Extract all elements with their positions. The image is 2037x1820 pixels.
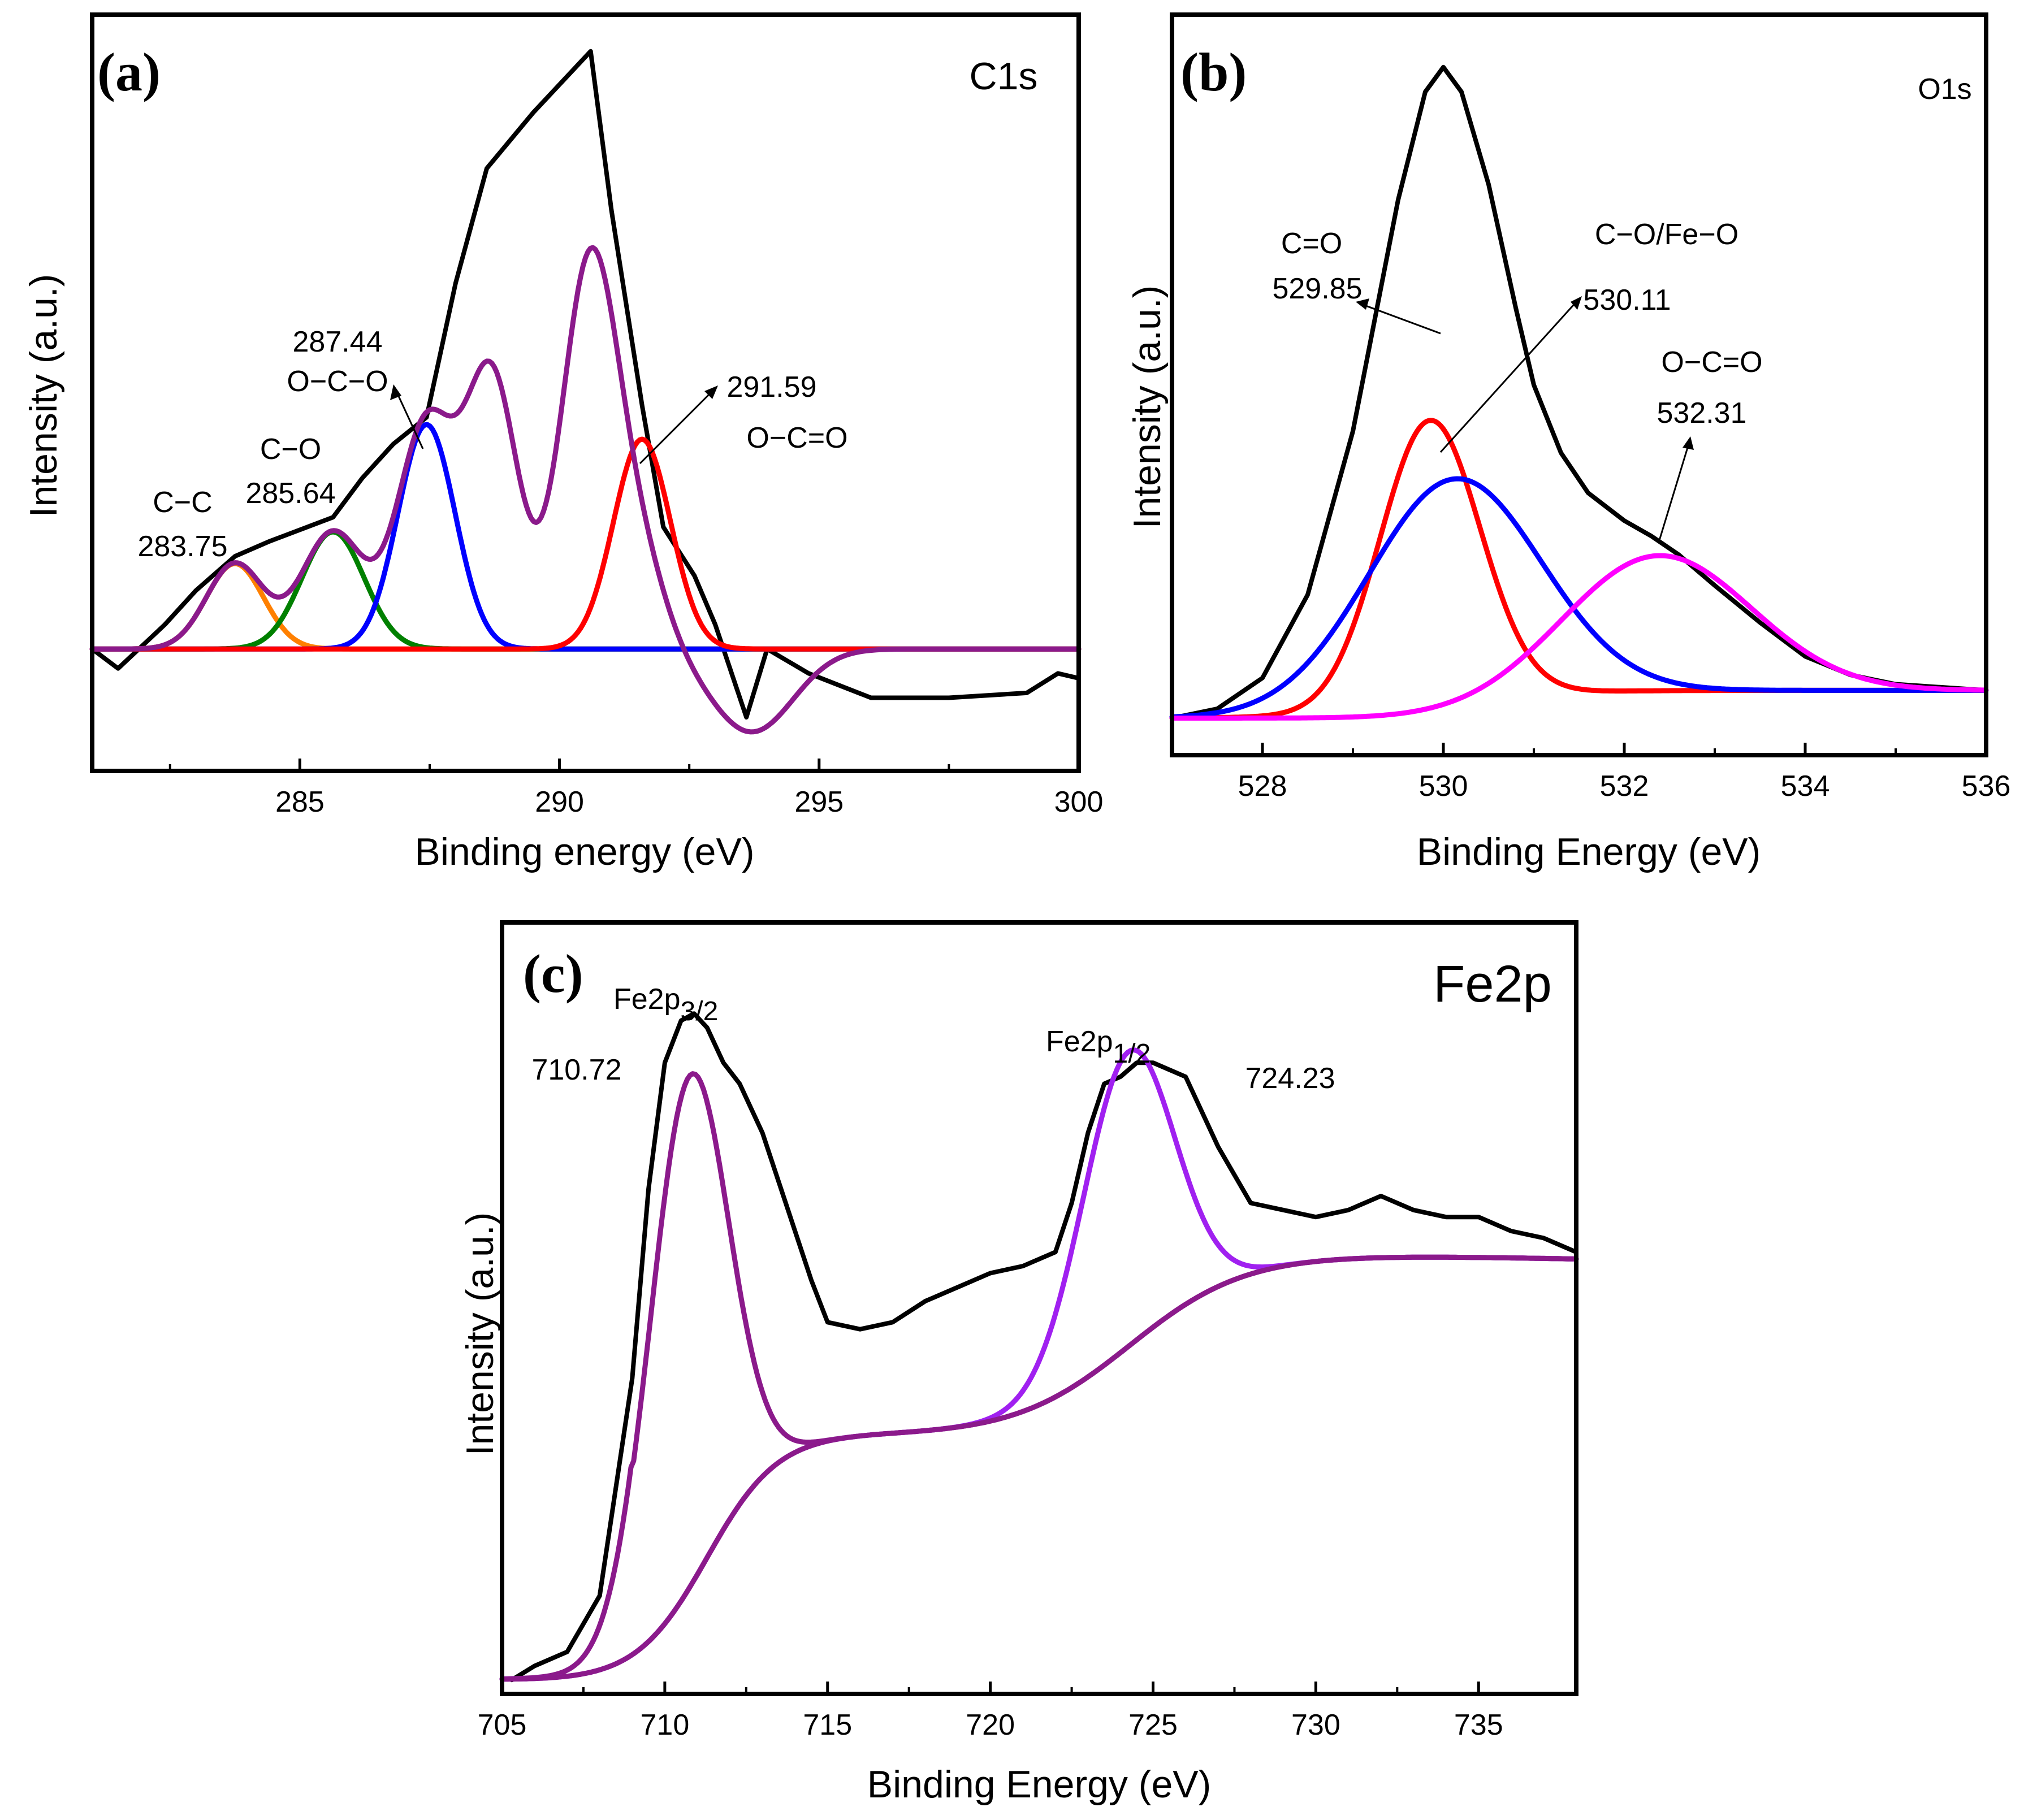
annotation-o-c-o-arrow (395, 389, 424, 449)
annotation-o-c-eq-o: 291.59 O−C=O (639, 371, 848, 465)
annotation-o-c-eq-o-arrow (639, 389, 715, 465)
annotation-o-c-eq-o-arrowhead (704, 385, 718, 399)
x-tick-label: 735 (1454, 1709, 1503, 1741)
annotation-o-c-eq-o-b: O−C=O 532.31 (1657, 346, 1763, 541)
x-tick-label: 295 (794, 786, 844, 818)
series-raw (1170, 64, 1988, 721)
annotation-c-eq-o: C=O 529.85 (1272, 227, 1441, 335)
fe2p-1-2-sub: 1/2 (1113, 1039, 1151, 1069)
panel-b-x-label: Binding Energy (eV) (1417, 830, 1761, 873)
annotation-o-c-eq-o-label: O−C=O (746, 422, 847, 454)
panel-c-frame (500, 920, 1578, 1696)
annotation-c-o: C−O 285.64 (245, 433, 335, 510)
panel-a-letter: (a) (97, 42, 161, 102)
annotation-o-c-o-value: 287.44 (292, 326, 382, 358)
annotation-c-eq-o-arrow (1361, 303, 1441, 335)
x-tick-label: 534 (1781, 770, 1830, 803)
annotation-o-c-eq-o-b-value: 532.31 (1657, 397, 1746, 430)
x-tick-label: 720 (966, 1709, 1015, 1741)
annotation-o-c-o: 287.44 O−C−O (287, 326, 424, 449)
annotation-fe2p-3-2-label: Fe2p3/2 (613, 983, 718, 1026)
annotation-c-o-fe-o-label: C−O/Fe−O (1595, 218, 1738, 251)
series-c-c (89, 561, 1082, 652)
panel-a-y-label: Intensity (a.u.) (22, 274, 65, 518)
x-tick-label: 715 (803, 1709, 852, 1741)
panel-a-frame (90, 12, 1081, 773)
panel-a-title: C1s (970, 55, 1038, 98)
annotation-fe2p-1-2-label: Fe2p1/2 (1046, 1025, 1151, 1069)
annotation-fe2p-1-2-value: 724.23 (1245, 1062, 1335, 1095)
annotation-c-o-fe-o-arrowhead (1571, 296, 1582, 310)
panel-c-y-label: Intensity (a.u.) (459, 1212, 501, 1456)
panel-b-o1s: 528 530 532 534 536 (b) O1s Binding Energy (… (1126, 12, 2011, 873)
annotation-c-c-label: C−C (153, 486, 212, 519)
series-raw (509, 1011, 1578, 1683)
series-o-c-o (89, 436, 1082, 652)
annotation-c-o-fe-o-arrow (1439, 300, 1578, 453)
panel-b-curves (1169, 64, 1989, 721)
annotation-o-c-eq-o-b-label: O−C=O (1661, 346, 1762, 379)
x-tick-label: 528 (1238, 770, 1287, 803)
x-tick-label: 290 (535, 786, 584, 818)
panel-b-frame (1170, 12, 1988, 757)
panel-b-y-label: Intensity (a.u.) (1126, 285, 1169, 529)
fe2p-1-2-main: Fe2p (1046, 1025, 1113, 1058)
annotation-o-c-o-label: O−C−O (287, 365, 388, 398)
annotation-c-o-label: C−O (260, 433, 321, 466)
panel-c-title: Fe2p (1433, 955, 1552, 1013)
panel-c-x-label: Binding Energy (eV) (867, 1763, 1212, 1806)
fe2p-3-2-main: Fe2p (613, 983, 681, 1016)
series-fe2p1-2-fit (499, 1047, 1579, 1682)
panel-c-fe2p: 705 710 715 720 725 730 735 (c) Fe2p Binding E… (459, 920, 1579, 1806)
annotation-o-c-eq-o-b-arrowhead (1683, 436, 1694, 450)
annotation-c-eq-o-arrowhead (1356, 298, 1369, 310)
series-fe2p3-2-fit (499, 1071, 1579, 1682)
panel-a-curves (89, 49, 1082, 735)
x-tick-label: 536 (1962, 770, 2011, 803)
panel-b-letter: (b) (1180, 42, 1247, 102)
annotation-fe2p-3-2: Fe2p3/2 710.72 (531, 983, 718, 1086)
x-tick-label: 730 (1291, 1709, 1340, 1741)
annotation-o-c-eq-o-value: 291.59 (726, 371, 816, 404)
panel-c-letter: (c) (523, 943, 583, 1004)
series-c-o (89, 529, 1082, 652)
series-background (499, 1254, 1579, 1682)
annotation-c-o-fe-o: C−O/Fe−O 530.11 (1439, 218, 1738, 453)
panel-a-x-ticks: 285 290 295 300 (168, 759, 1104, 818)
series-raw (90, 49, 1081, 720)
series-fit (89, 245, 1082, 735)
annotation-o-c-o-arrowhead (390, 384, 401, 400)
x-tick-label: 285 (275, 786, 325, 818)
annotation-c-o-value: 285.64 (245, 477, 335, 510)
x-tick-label: 532 (1600, 770, 1649, 803)
x-tick-label: 705 (478, 1709, 527, 1741)
annotation-c-c: C−C 283.75 (137, 486, 227, 563)
annotation-c-c-value: 283.75 (137, 530, 227, 563)
panel-a-c1s: 285 290 295 300 (a) C1s Binding energy (eV)… (22, 12, 1104, 873)
annotation-o-c-eq-o-b-arrow (1658, 441, 1690, 541)
series-o-c-o (1169, 553, 1989, 721)
x-tick-label: 725 (1128, 1709, 1178, 1741)
fe2p-3-2-sub: 3/2 (681, 996, 719, 1026)
panel-b-x-ticks: 528 530 532 534 536 (1238, 743, 2011, 803)
x-tick-label: 710 (640, 1709, 689, 1741)
panel-a-x-label: Binding energy (eV) (414, 830, 754, 873)
panel-c-curves (499, 1011, 1579, 1683)
annotation-fe2p-1-2: Fe2p1/2 724.23 (1046, 1025, 1335, 1095)
x-tick-label: 300 (1054, 786, 1104, 818)
panel-b-title: O1s (1918, 73, 1971, 106)
annotation-fe2p-3-2-value: 710.72 (531, 1054, 621, 1086)
series-c-o-fe-o (1169, 476, 1989, 720)
panel-c-x-ticks: 705 710 715 720 725 730 735 (478, 1682, 1503, 1741)
annotation-c-o-fe-o-value: 530.11 (1583, 284, 1671, 317)
x-tick-label: 530 (1419, 770, 1468, 803)
annotation-c-eq-o-value: 529.85 (1272, 272, 1362, 305)
annotation-c-eq-o-label: C=O (1281, 227, 1342, 260)
